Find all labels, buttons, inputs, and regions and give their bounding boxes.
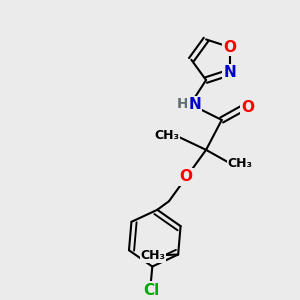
Text: O: O xyxy=(224,40,236,55)
Text: CH₃: CH₃ xyxy=(141,249,166,262)
Text: CH₃: CH₃ xyxy=(228,157,253,170)
Text: H: H xyxy=(177,97,188,111)
Text: N: N xyxy=(224,65,236,80)
Text: CH₃: CH₃ xyxy=(154,129,179,142)
Text: Cl: Cl xyxy=(143,283,159,298)
Text: O: O xyxy=(180,169,193,184)
Text: N: N xyxy=(188,97,201,112)
Text: O: O xyxy=(241,100,254,115)
